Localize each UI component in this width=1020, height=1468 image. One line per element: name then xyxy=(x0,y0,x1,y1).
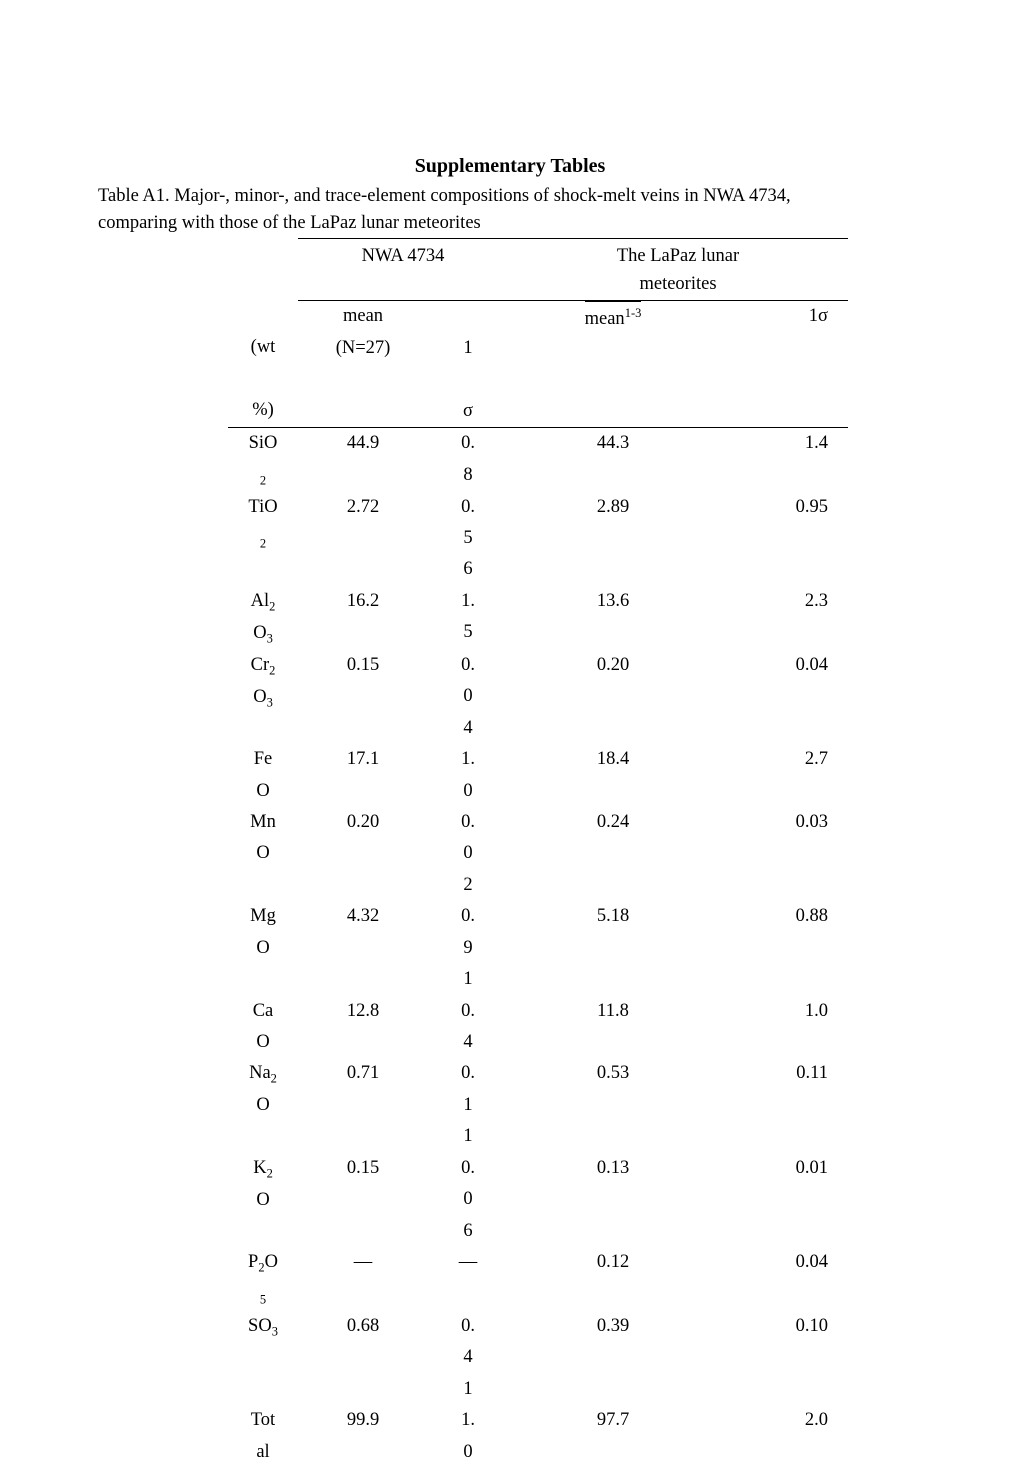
row-mean1: 16.2 xyxy=(298,586,428,650)
table-row: SiO244.90.844.31.4 xyxy=(228,428,848,492)
table-row: FeO17.11.018.42.7 xyxy=(228,744,848,807)
row-label: Na2O xyxy=(228,1058,298,1152)
row-sigma1: 1.0 xyxy=(428,744,508,807)
row-sigma2: 0.11 xyxy=(718,1058,848,1152)
table-row: Na2O0.710.110.530.11 xyxy=(228,1058,848,1152)
row-sigma2: 0.88 xyxy=(718,901,848,995)
row-mean2: 2.89 xyxy=(508,492,718,586)
table-row: Al2O316.21.513.62.3 xyxy=(228,586,848,650)
row-mean1: 2.72 xyxy=(298,492,428,586)
row-mean2: 0.53 xyxy=(508,1058,718,1152)
row-mean2: 5.18 xyxy=(508,901,718,995)
row-sigma2: 0.95 xyxy=(718,492,848,586)
row-sigma1: 0.11 xyxy=(428,1058,508,1152)
row-label: P2O5 xyxy=(228,1247,298,1311)
row-sigma1: 0.02 xyxy=(428,807,508,901)
header-group-lapaz: The LaPaz lunar meteorites xyxy=(508,238,848,301)
row-mean1: 17.1 xyxy=(298,744,428,807)
row-sigma1: 0.41 xyxy=(428,1311,508,1405)
row-mean2: 0.39 xyxy=(508,1311,718,1405)
header-col-sigma2: 1σ xyxy=(718,301,848,428)
table-row: K2O0.150.060.130.01 xyxy=(228,1153,848,1247)
header-col-sigma1: 1 σ xyxy=(428,301,508,428)
row-mean1: 0.68 xyxy=(298,1311,428,1405)
table-row: CaO12.80.411.81.0 xyxy=(228,996,848,1059)
row-mean1: 12.8 xyxy=(298,996,428,1059)
row-sigma1: 0.06 xyxy=(428,1153,508,1247)
table-row: Cr2O30.150.040.200.04 xyxy=(228,650,848,744)
row-mean2: 97.7 xyxy=(508,1405,718,1468)
table-row: P2O5——0.120.04 xyxy=(228,1247,848,1311)
table-caption-line2: comparing with those of the LaPaz lunar … xyxy=(98,211,922,236)
row-sigma2: 1.4 xyxy=(718,428,848,492)
row-sigma2: 2.7 xyxy=(718,744,848,807)
row-sigma2: 2.3 xyxy=(718,586,848,650)
row-sigma2: 0.10 xyxy=(718,1311,848,1405)
header-col-mean2: mean1-3 xyxy=(508,301,718,428)
row-sigma2: 0.04 xyxy=(718,650,848,744)
row-label: SiO2 xyxy=(228,428,298,492)
row-mean1: 0.15 xyxy=(298,650,428,744)
row-mean2: 0.13 xyxy=(508,1153,718,1247)
row-mean1: 44.9 xyxy=(298,428,428,492)
row-sigma1: 0.4 xyxy=(428,996,508,1059)
row-label: SO3 xyxy=(228,1311,298,1405)
header-col-mean1: mean (N=27) xyxy=(298,301,428,428)
row-mean2: 0.24 xyxy=(508,807,718,901)
row-sigma2: 1.0 xyxy=(718,996,848,1059)
row-mean1: — xyxy=(298,1247,428,1311)
header-col-wt: (wt %) xyxy=(228,301,298,428)
row-mean2: 13.6 xyxy=(508,586,718,650)
row-sigma2: 0.04 xyxy=(718,1247,848,1311)
header-group-nwa: NWA 4734 xyxy=(298,238,508,301)
row-label: Total xyxy=(228,1405,298,1468)
row-mean2: 44.3 xyxy=(508,428,718,492)
table-row: SO30.680.410.390.10 xyxy=(228,1311,848,1405)
row-mean1: 99.9 xyxy=(298,1405,428,1468)
row-sigma1: 1.5 xyxy=(428,586,508,650)
row-mean2: 0.12 xyxy=(508,1247,718,1311)
page-title: Supplementary Tables xyxy=(98,155,922,178)
table-container: NWA 4734 The LaPaz lunar meteorites (wt … xyxy=(228,238,848,1468)
row-sigma2: 0.01 xyxy=(718,1153,848,1247)
row-mean1: 0.71 xyxy=(298,1058,428,1152)
row-label: FeO xyxy=(228,744,298,807)
row-sigma2: 2.0 xyxy=(718,1405,848,1468)
row-sigma1: 1.0 xyxy=(428,1405,508,1468)
row-label: K2O xyxy=(228,1153,298,1247)
row-sigma2: 0.03 xyxy=(718,807,848,901)
composition-table: NWA 4734 The LaPaz lunar meteorites (wt … xyxy=(228,238,848,1468)
row-sigma1: 0.8 xyxy=(428,428,508,492)
table-row: MgO4.320.915.180.88 xyxy=(228,901,848,995)
row-mean2: 0.20 xyxy=(508,650,718,744)
table-caption-line1: Table A1. Major-, minor-, and trace-elem… xyxy=(98,184,922,209)
row-sigma1: 0.91 xyxy=(428,901,508,995)
row-label: CaO xyxy=(228,996,298,1059)
table-row: TiO22.720.562.890.95 xyxy=(228,492,848,586)
row-label: MnO xyxy=(228,807,298,901)
row-label: MgO xyxy=(228,901,298,995)
table-row: MnO0.200.020.240.03 xyxy=(228,807,848,901)
row-mean2: 11.8 xyxy=(508,996,718,1059)
row-mean1: 4.32 xyxy=(298,901,428,995)
row-sigma1: — xyxy=(428,1247,508,1311)
row-label: Cr2O3 xyxy=(228,650,298,744)
row-sigma1: 0.04 xyxy=(428,650,508,744)
row-sigma1: 0.56 xyxy=(428,492,508,586)
row-label: Al2O3 xyxy=(228,586,298,650)
table-row: Total99.91.097.72.0 xyxy=(228,1405,848,1468)
row-mean2: 18.4 xyxy=(508,744,718,807)
row-mean1: 0.15 xyxy=(298,1153,428,1247)
row-mean1: 0.20 xyxy=(298,807,428,901)
row-label: TiO2 xyxy=(228,492,298,586)
